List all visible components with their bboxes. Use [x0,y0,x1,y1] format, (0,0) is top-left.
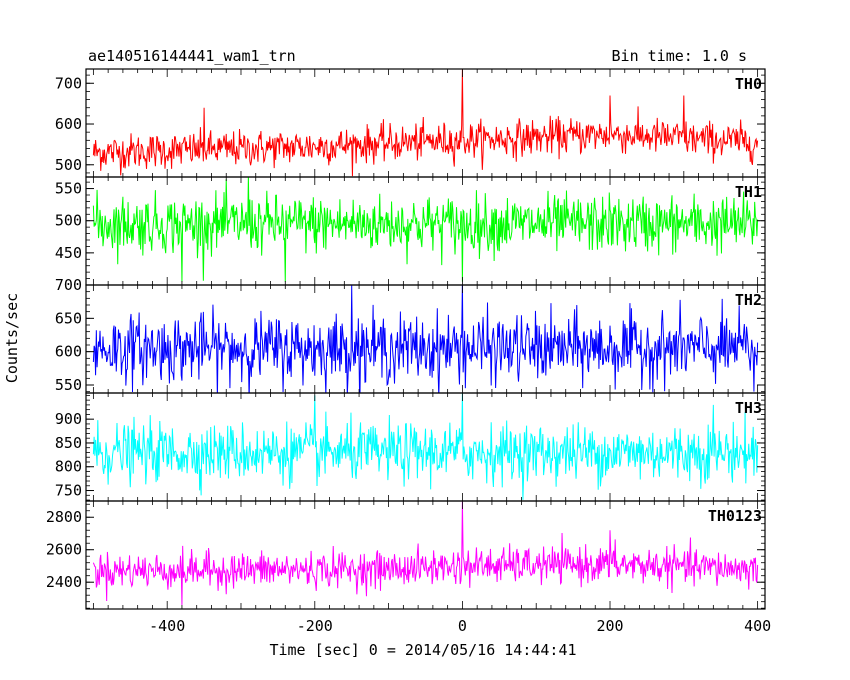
panel-label: TH0 [735,75,762,93]
series-line-th3 [92,393,759,500]
panel-th1: 450 500 550 TH1 [55,176,766,286]
x-axis-label: Time [sec] 0 = 2014/05/16 14:44:41 [269,641,576,659]
x-tick-label: 200 [596,617,623,635]
panel-label: TH3 [735,399,762,417]
y-tick-label: 2600 [46,541,82,559]
panel-th3: 750 800 850 900 TH3 [55,392,766,502]
panel-th0123: 2400 2600 2800 TH0123 [46,500,766,610]
x-tick-label: 0 [458,617,467,635]
y-tick-label: 600 [55,343,82,361]
panel-label: TH1 [735,183,762,201]
x-tick-label: 400 [744,617,771,635]
y-tick-label: 700 [55,276,82,294]
y-tick-label: 700 [55,74,82,92]
y-tick-label: 500 [55,156,82,174]
panels-group: 500 600 700 TH0 450 500 550 TH1 550 600 650 700 TH2 7… [46,68,771,635]
chart-title: ae140516144441_wam1_trn [88,47,296,65]
panel-frame [85,176,766,286]
series-line-th1 [92,177,759,282]
y-tick-label: 900 [55,410,82,428]
y-tick-label: 500 [55,212,82,230]
panel-th2: 550 600 650 700 TH2 [55,276,766,394]
y-tick-label: 550 [55,376,82,394]
series-line-th0 [92,69,759,177]
y-tick-label: 2400 [46,573,82,591]
y-tick-label: 800 [55,458,82,476]
panel-label: TH2 [735,291,762,309]
y-tick-label: 600 [55,115,82,133]
series-line-th0123 [92,501,759,605]
y-tick-label: 450 [55,244,82,262]
y-tick-label: 750 [55,482,82,500]
panel-frame [85,500,766,610]
series-line-th2 [92,285,759,393]
x-tick-label: -400 [149,617,185,635]
x-tick-label: -200 [297,617,333,635]
y-axis-label: Counts/sec [3,293,21,383]
y-tick-label: 650 [55,309,82,327]
y-tick-label: 2800 [46,508,82,526]
bin-time-label: Bin time: 1.0 s [612,47,747,65]
y-tick-label: 850 [55,434,82,452]
y-tick-label: 550 [55,180,82,198]
panel-label: TH0123 [708,507,762,525]
panel-th0: 500 600 700 TH0 [55,68,766,178]
